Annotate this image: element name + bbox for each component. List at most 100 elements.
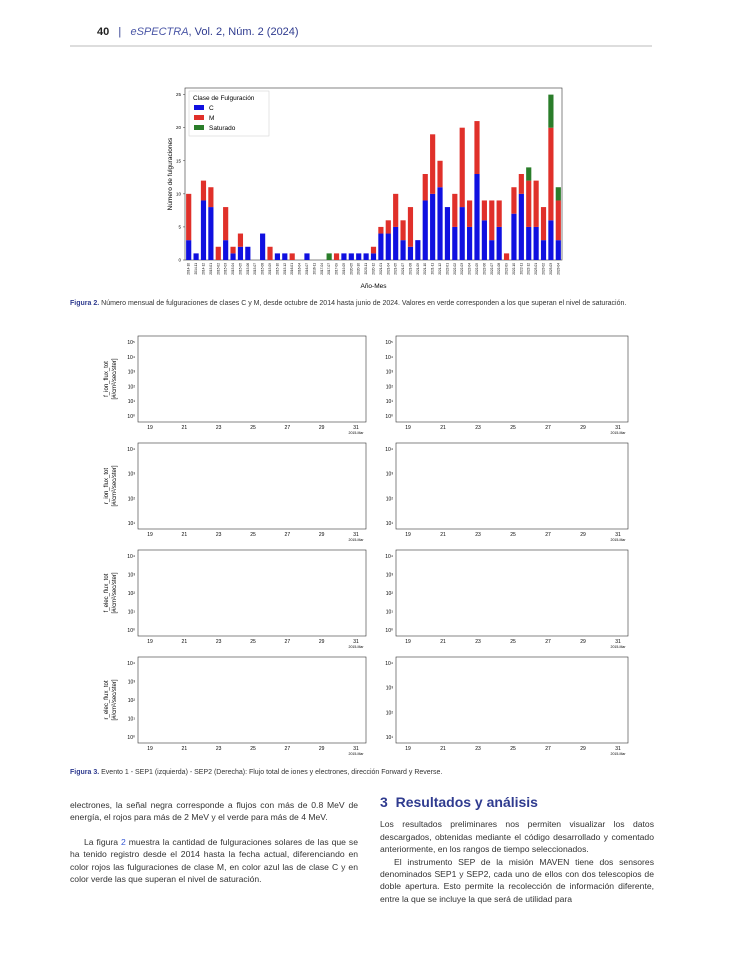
bar-segment	[422, 200, 428, 260]
x-tick-label: 25	[510, 639, 516, 645]
y-axis-label: f_elec_flux_tot	[104, 573, 110, 612]
x-tick-label: 21	[182, 532, 188, 538]
x-tick-label: 2015-07	[253, 263, 257, 275]
x-tick-label: 2022-02	[453, 263, 457, 275]
figure-ref[interactable]: 2	[121, 836, 126, 847]
x-tick-label: 2019-05	[342, 263, 346, 275]
bar-segment	[385, 233, 391, 260]
y-tick-label: 10⁰	[127, 628, 135, 634]
x-tick-label: 19	[147, 639, 153, 645]
x-axis-label: Año-Mes	[360, 283, 387, 290]
bar-segment	[503, 253, 510, 260]
bar-segment	[526, 167, 532, 181]
panel-frame	[395, 549, 629, 637]
bar-segment	[230, 253, 236, 260]
bar-segment	[459, 207, 465, 260]
bar-segment	[526, 180, 532, 227]
y-tick-label: 10¹	[128, 717, 136, 723]
y-tick-label: 10⁴	[385, 355, 393, 361]
bar-segment	[378, 233, 384, 260]
x-tick-label: 25	[250, 425, 256, 431]
x-unit-label: 2015-Mar	[349, 538, 365, 542]
y-tick-label: 10⁴	[385, 554, 393, 560]
y-tick-label: 25	[176, 92, 182, 97]
x-tick-label: 2020-10	[357, 263, 361, 275]
x-tick-label: 2021-08	[408, 263, 412, 275]
x-tick-label: 21	[182, 746, 188, 752]
section-title: Resultados y análisis	[395, 794, 538, 810]
bar-segment	[267, 246, 273, 260]
bar-segment	[481, 220, 487, 260]
bar-segment	[555, 240, 561, 260]
x-tick-label: 23	[216, 639, 222, 645]
bar-segment	[237, 246, 244, 260]
bar-segment	[407, 207, 414, 247]
bar-segment	[452, 226, 458, 260]
x-tick-label: 23	[475, 639, 481, 645]
bar-segment	[333, 253, 340, 260]
paragraph: El instrumento SEP de la misión MAVEN ti…	[380, 856, 654, 904]
bar-segment	[548, 220, 554, 260]
bar-segment	[422, 174, 428, 201]
separator: |	[118, 26, 122, 38]
bar-segment	[245, 246, 251, 260]
y-tick-label: 15	[176, 158, 182, 163]
bar-segment	[407, 246, 414, 260]
y-tick-label: 10³	[128, 573, 136, 579]
bar-segment	[208, 207, 214, 260]
y-tick-label: 10¹	[128, 399, 136, 405]
x-unit-label: 2015-Mar	[611, 752, 627, 756]
header-rule	[70, 45, 652, 47]
bar-segment	[223, 240, 229, 260]
caption-label: Figura 2.	[70, 300, 100, 307]
x-tick-label: 2020-05	[349, 263, 353, 275]
x-tick-label: 21	[440, 639, 446, 645]
x-tick-label: 31	[615, 746, 621, 752]
bar-segment	[260, 233, 266, 260]
x-tick-label: 27	[285, 532, 291, 538]
bar-segment	[555, 187, 561, 201]
bar-segment	[186, 193, 192, 241]
x-tick-label: 2015-01	[209, 263, 213, 275]
y-tick-label: 10³	[386, 472, 394, 478]
y-tick-label: 10²	[386, 384, 394, 390]
bar-segment	[533, 226, 539, 260]
figure-3-caption: Figura 3. Evento 1 - SEP1 (izquierda) - …	[70, 767, 655, 778]
text: muestra la cantidad de fulguraciones sol…	[70, 836, 358, 885]
journal: eSPECTRA	[130, 26, 189, 38]
bar-segment	[511, 213, 517, 260]
x-tick-label: 2017-07	[327, 263, 331, 275]
y-axis-label: f_ion_flux_tot	[104, 361, 110, 397]
y-axis-label: r_ion_flux_tot	[104, 468, 110, 504]
x-tick-label: 2015-12	[283, 263, 287, 275]
x-tick-label: 29	[580, 639, 586, 645]
y-tick-label: 10²	[386, 710, 394, 716]
x-tick-label: 27	[545, 532, 551, 538]
x-tick-label: 31	[353, 532, 359, 538]
y-axis-label: Número de fulguraciones	[167, 137, 174, 210]
caption-text: Número mensual de fulguraciones de clase…	[99, 300, 627, 307]
x-tick-label: 31	[615, 532, 621, 538]
x-tick-label: 27	[545, 746, 551, 752]
figure-2-chart: 0 5 10 15 20 25 Número de fulguraciones Año-Mes…	[167, 87, 563, 290]
caption-text: Evento 1 - SEP1 (izquierda) - SEP2 (Dere…	[99, 769, 443, 776]
y-tick-label: 10³	[386, 573, 394, 579]
x-tick-label: 25	[510, 746, 516, 752]
y-tick-label: 10⁵	[127, 340, 135, 346]
x-tick-label: 25	[510, 425, 516, 431]
x-tick-label: 23	[216, 425, 222, 431]
x-tick-label: 19	[147, 746, 153, 752]
x-tick-label: 19	[405, 425, 411, 431]
x-tick-label: 21	[182, 639, 188, 645]
x-unit-label: 2015-Mar	[349, 752, 365, 756]
y-tick-label: 10³	[128, 680, 136, 686]
x-tick-label: 2022-05	[475, 263, 479, 275]
bar-segment	[363, 253, 369, 260]
legend-title: Clase de Fulguración	[193, 95, 255, 102]
bar-segment	[370, 253, 377, 260]
bar-segment	[348, 253, 354, 260]
y-tick-label: 10⁴	[385, 447, 393, 453]
x-tick-label: 21	[440, 532, 446, 538]
x-tick-label: 2015-08	[261, 263, 265, 275]
x-tick-label: 2022-04	[468, 263, 472, 275]
